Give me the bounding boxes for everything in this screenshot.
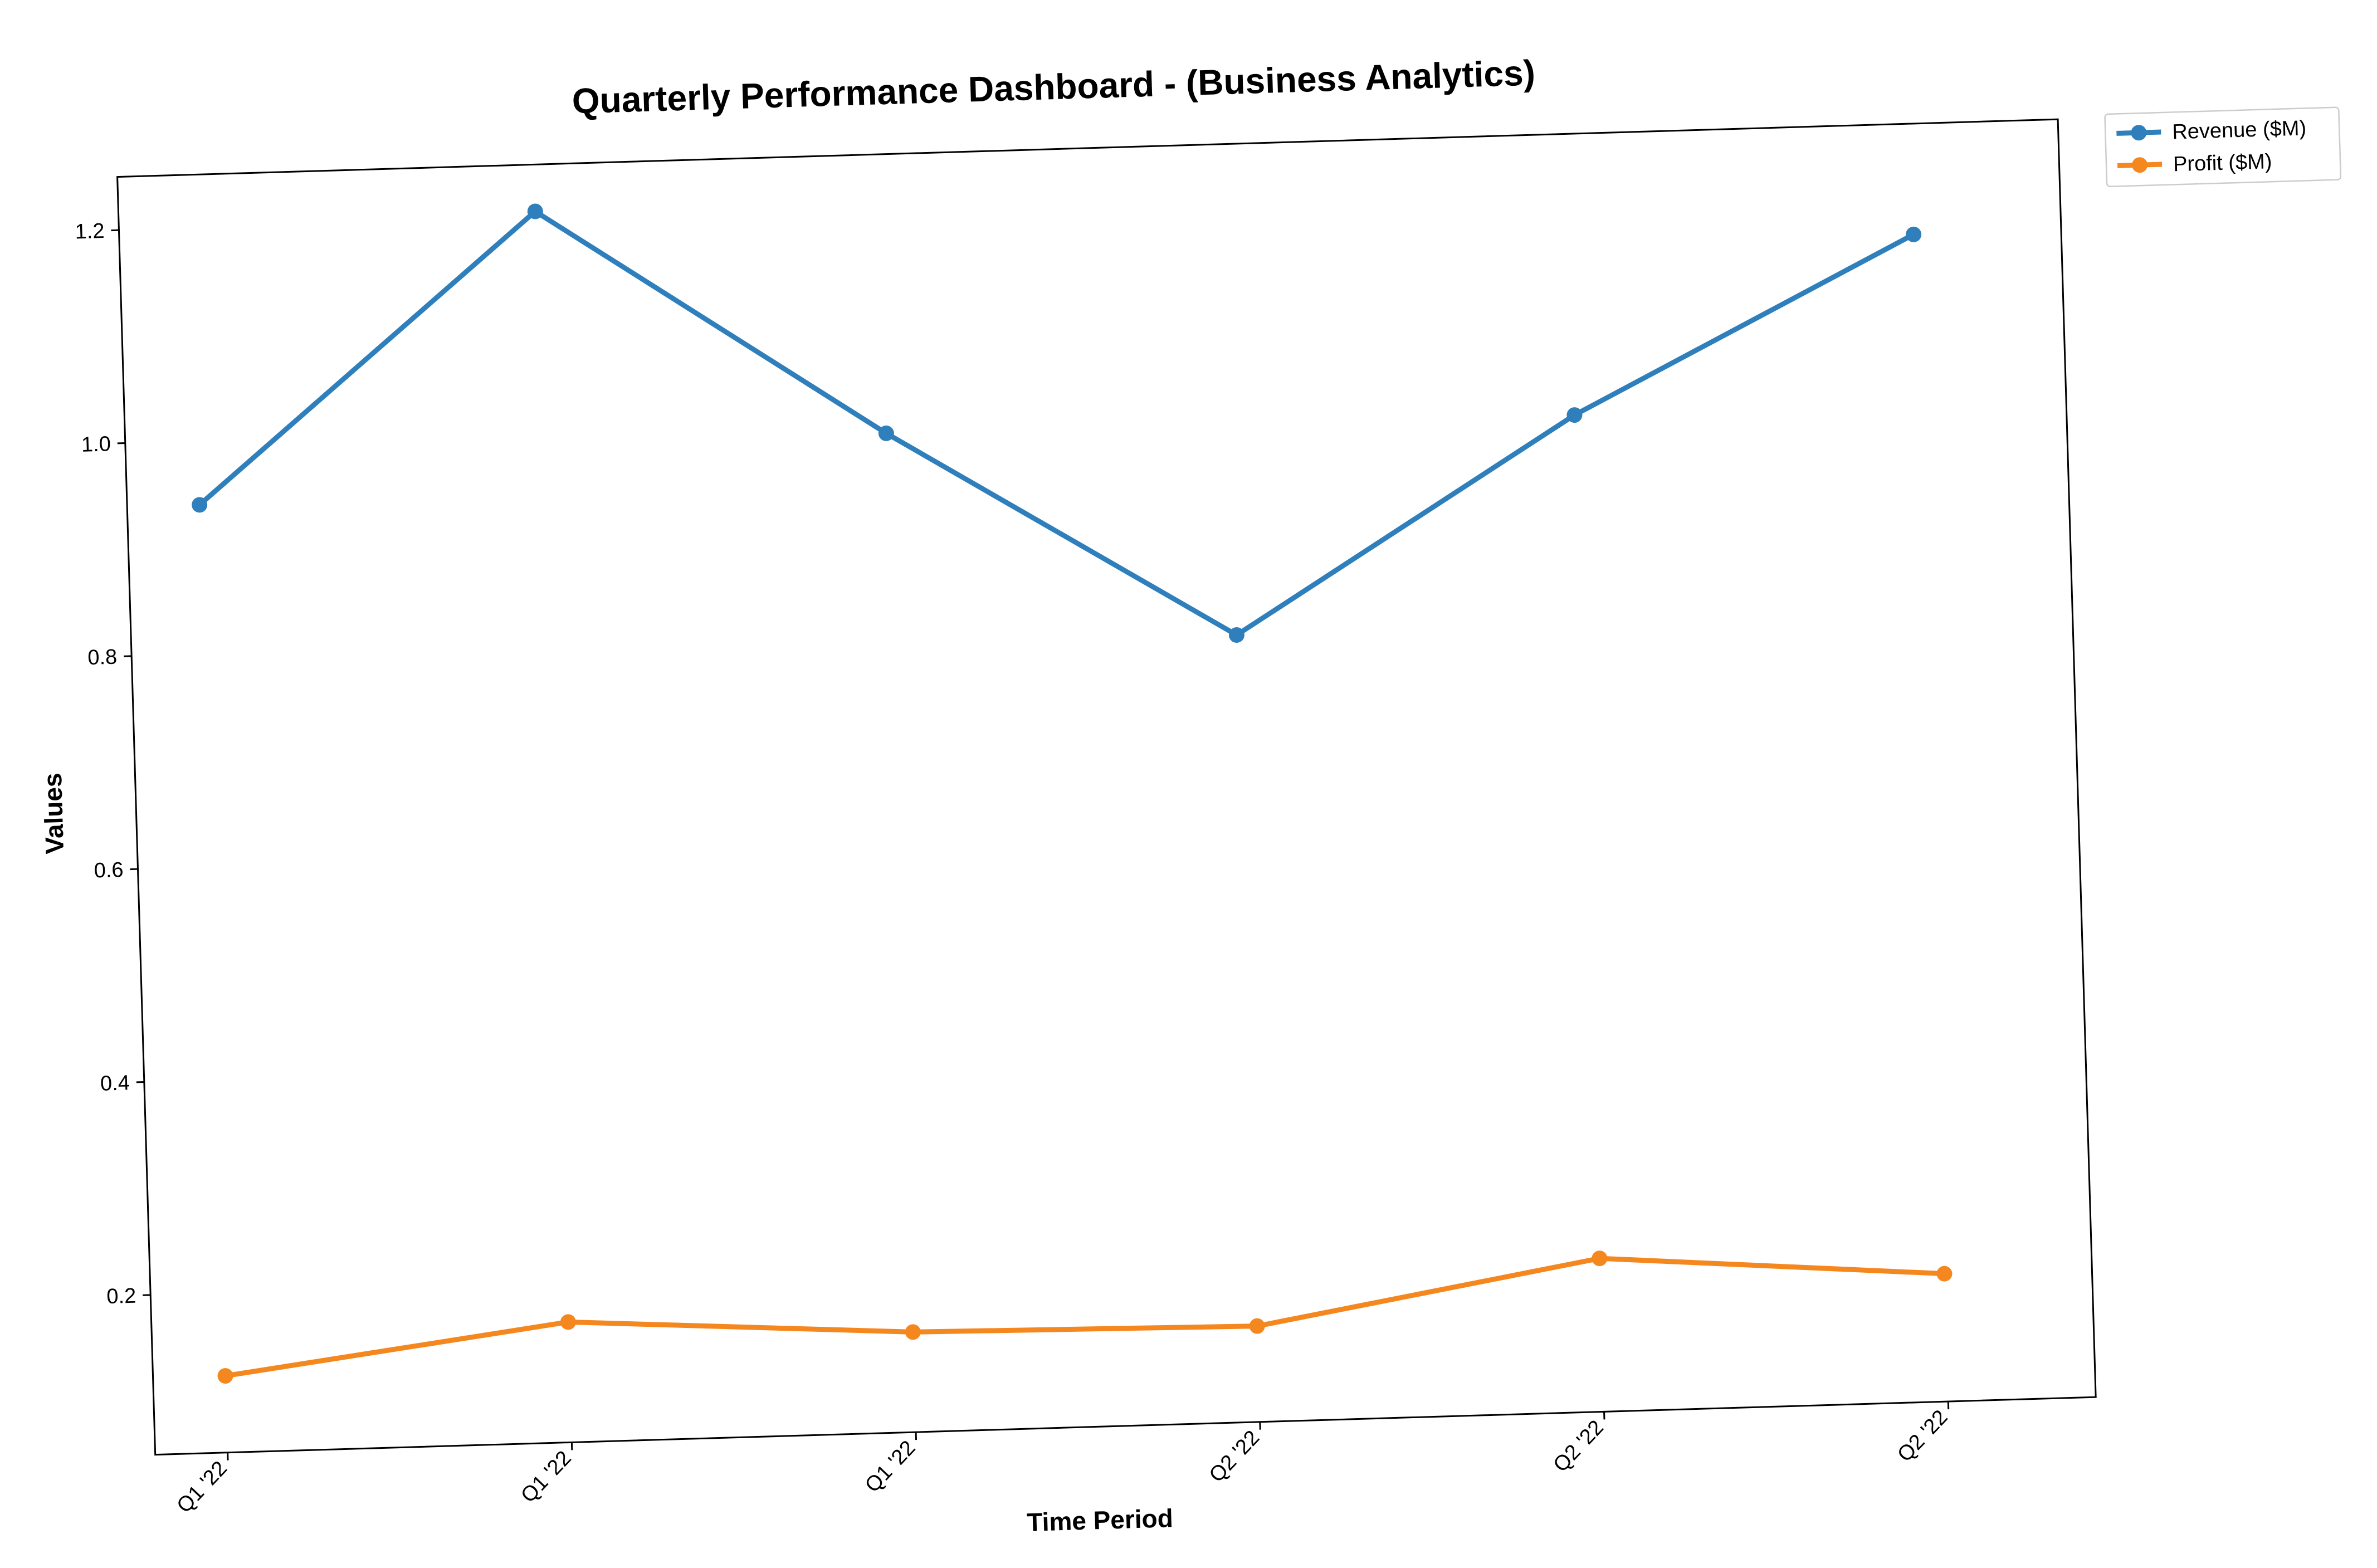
- legend-label-profit: Profit ($M): [2173, 150, 2272, 176]
- y-tick-label: 1.2: [75, 219, 105, 244]
- data-point: [1592, 1251, 1608, 1267]
- data-point: [1566, 407, 1583, 423]
- y-axis-label: Values: [38, 773, 69, 854]
- series-line-1: [223, 1256, 1947, 1379]
- y-tick-label: 1.0: [81, 432, 111, 457]
- x-tick-label: Q1 '22: [861, 1436, 920, 1497]
- y-tick-label: 0.4: [100, 1071, 130, 1096]
- x-tick-label: Q2 '22: [1205, 1426, 1265, 1487]
- data-point: [1936, 1266, 1953, 1282]
- x-tick-label: Q1 '22: [173, 1457, 232, 1517]
- data-point: [560, 1314, 576, 1330]
- y-tick-label: 0.2: [106, 1284, 136, 1309]
- data-point: [1906, 226, 1922, 242]
- series-layer: [192, 203, 1953, 1384]
- data-point: [1249, 1318, 1265, 1334]
- y-tick-label: 0.6: [94, 858, 124, 883]
- series-line-0: [197, 209, 1916, 638]
- y-tick-label: 0.8: [87, 646, 118, 670]
- data-point: [1228, 627, 1244, 643]
- data-point: [905, 1324, 921, 1340]
- legend-box: [2104, 106, 2342, 188]
- legend: Revenue ($M) Profit ($M): [2104, 106, 2342, 188]
- data-point: [527, 203, 543, 219]
- plot-area: 0.2 0.4 0.6 0.8 1.0 1.2 Q1 '22 Q1 '22 Q1 '22 Q2 …: [75, 118, 2097, 1518]
- x-axis: Q1 '22 Q1 '22 Q1 '22 Q2 '22 Q2 '22 Q2 '22: [173, 1401, 1953, 1518]
- x-tick-label: Q2 '22: [1549, 1416, 1608, 1477]
- x-tick-label: Q2 '22: [1893, 1405, 1953, 1466]
- data-point: [192, 497, 208, 513]
- legend-marker-profit: [2132, 157, 2148, 173]
- x-tick-label: Q1 '22: [516, 1447, 576, 1507]
- y-axis: 0.2 0.4 0.6 0.8 1.0 1.2: [75, 219, 151, 1308]
- data-point: [217, 1368, 233, 1384]
- chart-title: Quarterly Performance Dashboard - (Busin…: [572, 52, 1536, 121]
- data-point: [878, 425, 894, 441]
- plot-frame: [116, 118, 2097, 1456]
- legend-marker-revenue: [2131, 125, 2147, 141]
- legend-label-revenue: Revenue ($M): [2172, 116, 2307, 144]
- x-axis-label: Time Period: [1027, 1503, 1174, 1537]
